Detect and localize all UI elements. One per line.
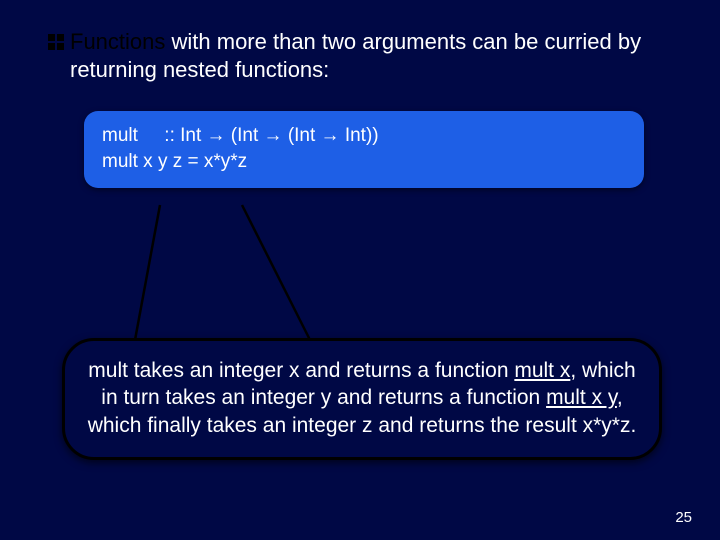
explain-text: mult takes an integer x and returns a fu… bbox=[87, 357, 637, 439]
explain-u2: mult x y bbox=[546, 386, 617, 409]
code-line-1: mult :: Int → (Int → (Int → Int)) bbox=[102, 123, 626, 149]
code-line-2: mult x y z = x*y*z bbox=[102, 149, 626, 175]
bullet-dark: Functions bbox=[70, 29, 165, 54]
explain-p1: mult takes an integer x and returns a fu… bbox=[88, 359, 514, 382]
bullet-icon bbox=[48, 34, 64, 50]
code-box: mult :: Int → (Int → (Int → Int)) mult x… bbox=[84, 111, 644, 188]
bullet-text: Functions with more than two arguments c… bbox=[70, 28, 672, 83]
slide: Functions with more than two arguments c… bbox=[0, 0, 720, 540]
page-number: 25 bbox=[675, 509, 692, 526]
explain-box: mult takes an integer x and returns a fu… bbox=[62, 338, 662, 460]
bullet-block: Functions with more than two arguments c… bbox=[48, 28, 672, 83]
explain-u1: mult x bbox=[514, 359, 570, 382]
